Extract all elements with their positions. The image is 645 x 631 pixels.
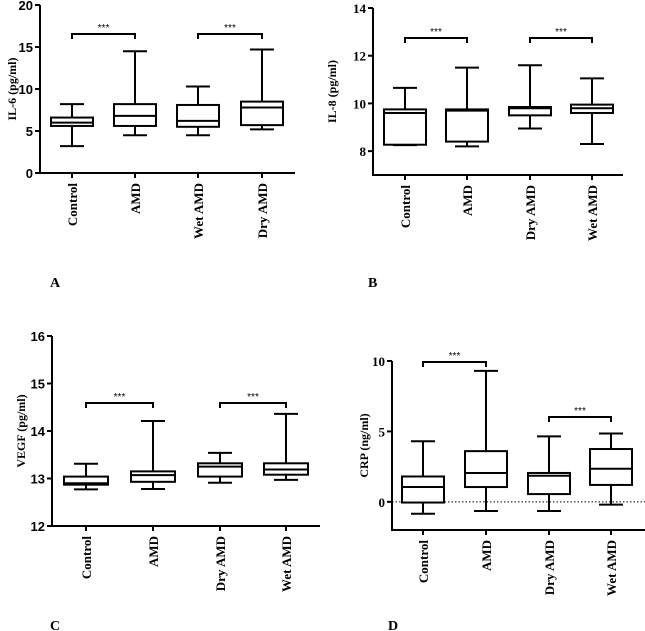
y-tick-label: 10 <box>372 354 385 369</box>
iqr-box <box>197 462 243 478</box>
significance-label: *** <box>98 23 110 34</box>
x-tick-label: Wet AMD <box>604 540 619 596</box>
x-tick-label: AMD <box>460 185 475 216</box>
iqr-box <box>589 448 633 486</box>
x-tick-label: Wet AMD <box>191 183 206 239</box>
x-tick-label: Control <box>65 183 80 226</box>
significance-bracket: *** <box>548 406 612 422</box>
x-tick-label: Dry AMD <box>523 185 538 240</box>
x-tick-label: AMD <box>479 540 494 571</box>
y-tick-label: 5 <box>379 424 386 439</box>
y-tick-label: 5 <box>26 124 33 139</box>
iqr-box <box>240 100 284 127</box>
box-dry-amd <box>508 64 552 130</box>
significance-label: *** <box>574 406 586 417</box>
box-amd <box>113 50 157 137</box>
bracket-line <box>197 33 263 39</box>
bracket-line <box>219 402 287 408</box>
y-axis-label: CRP (ng/ml) <box>357 413 371 477</box>
panel-c: 12 13 14 15 16 VEGF (pg/ml) Control AMD Dry AMD W… <box>14 329 320 631</box>
significance-bracket: *** <box>404 27 468 43</box>
bracket-line <box>422 361 487 367</box>
y-tick-label: 0 <box>379 495 386 510</box>
y-tick-label: 13 <box>31 472 45 487</box>
significance-bracket: *** <box>219 392 287 408</box>
iqr-box <box>176 103 220 128</box>
bracket-line <box>404 37 468 43</box>
x-tick-label: AMD <box>128 183 143 214</box>
box-control <box>401 440 445 515</box>
significance-label: *** <box>449 351 461 362</box>
iqr-box <box>445 108 489 143</box>
box-control <box>63 462 109 491</box>
x-tick-label: Dry AMD <box>213 536 228 591</box>
significance-bracket: *** <box>71 23 136 39</box>
box-amd <box>445 66 489 148</box>
x-tick-label: Control <box>398 185 413 228</box>
box-dry-amd <box>527 435 571 512</box>
bracket-line <box>548 416 612 422</box>
panel-letter: B <box>368 276 377 291</box>
y-tick-label: 8 <box>360 144 367 159</box>
y-tick-label: 12 <box>31 519 45 534</box>
iqr-box <box>401 475 445 504</box>
y-tick-label: 16 <box>31 329 45 344</box>
box-amd <box>464 369 508 512</box>
bracket-line <box>85 402 154 408</box>
x-tick-label: Control <box>79 536 94 579</box>
significance-label: *** <box>555 27 567 38</box>
panel-b: 8 10 12 14 IL-8 (pg/ml) Control AMD Dry AMD Wet … <box>325 1 623 291</box>
panel-letter: D <box>388 619 398 631</box>
iqr-box <box>383 108 427 146</box>
box-wet-amd <box>589 432 633 506</box>
box-wet-amd <box>263 412 309 481</box>
iqr-box <box>527 471 571 496</box>
panel-d: 0 5 10 CRP (ng/ml) Control AMD Dry AMD Wet AMD *… <box>357 351 645 631</box>
iqr-box <box>63 475 109 486</box>
bracket-line <box>71 33 136 39</box>
box-control <box>50 103 94 148</box>
y-tick-label: 15 <box>19 40 33 55</box>
significance-bracket: *** <box>422 351 487 367</box>
significance-label: *** <box>224 23 236 34</box>
box-dry-amd <box>240 48 284 131</box>
significance-bracket: *** <box>85 392 154 408</box>
x-tick-label: Dry AMD <box>255 183 270 238</box>
y-tick-label: 0 <box>26 166 33 181</box>
x-tick-label: Wet AMD <box>585 185 600 241</box>
box-control <box>383 86 427 147</box>
panel-a: 0 5 10 15 20 IL-6 (pg/ml) Control AMD Wet AMD Dry… <box>5 0 295 291</box>
x-tick-label: AMD <box>146 536 161 567</box>
y-tick-label: 15 <box>31 377 45 392</box>
box-wet-amd <box>176 85 220 137</box>
y-tick-label: 10 <box>19 82 33 97</box>
y-axis-label: IL-6 (pg/ml) <box>5 57 19 120</box>
y-tick-label: 14 <box>353 1 367 16</box>
y-tick-label: 12 <box>353 49 366 64</box>
panel-letter: C <box>50 619 60 631</box>
x-tick-label: Wet AMD <box>279 536 294 592</box>
x-tick-label: Control <box>416 540 431 583</box>
x-tick-label: Dry AMD <box>542 540 557 595</box>
bracket-line <box>529 37 593 43</box>
y-axis-label: VEGF (pg/ml) <box>14 394 28 467</box>
box-amd <box>130 420 176 490</box>
panel-letter: A <box>50 276 61 291</box>
y-tick-label: 14 <box>31 424 46 439</box>
significance-bracket: *** <box>529 27 593 43</box>
significance-bracket: *** <box>197 23 263 39</box>
significance-label: *** <box>114 392 126 403</box>
significance-label: *** <box>247 392 259 403</box>
box-dry-amd <box>197 451 243 484</box>
y-tick-label: 10 <box>353 96 366 111</box>
iqr-box <box>508 106 552 117</box>
y-tick-label: 20 <box>19 0 33 13</box>
y-axis-label: IL-8 (pg/ml) <box>325 60 339 123</box>
iqr-box <box>464 450 508 489</box>
significance-label: *** <box>430 27 442 38</box>
iqr-box <box>130 470 176 483</box>
box-wet-amd <box>570 77 614 145</box>
